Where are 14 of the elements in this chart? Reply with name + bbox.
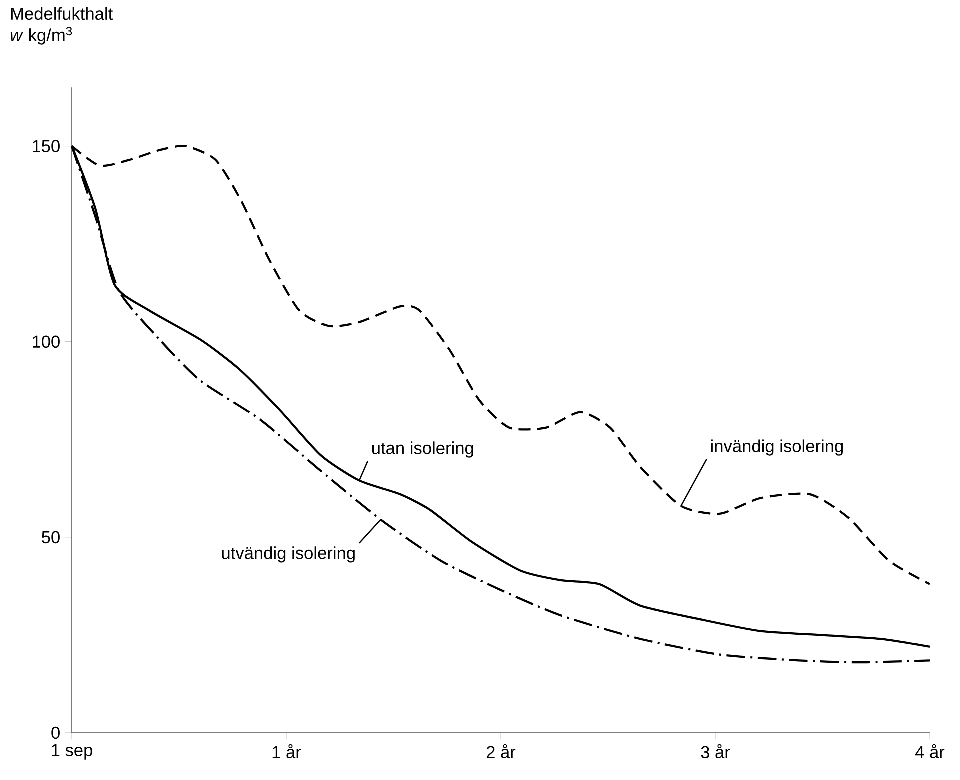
x-tick-label: 1 år — [272, 744, 302, 759]
annotation: utan isolering — [372, 442, 474, 458]
annotation: utvändig isolering — [222, 546, 355, 563]
x-tick-label: 2 år — [486, 744, 516, 759]
y-tick-label: 0 — [52, 726, 60, 740]
x-tick-label: 1 sep — [52, 744, 92, 760]
annotation: invändig isolering — [711, 440, 844, 456]
x-tick-label: 4 år — [915, 744, 945, 759]
y-tick-label: 100 — [33, 336, 60, 348]
y-axis-title: Medelfukthalt — [11, 7, 113, 20]
y-tick-label: 150 — [33, 140, 60, 152]
x-tick-label: 3 år — [701, 744, 730, 759]
text: w kg/m$^{3}$ — [10, 26, 72, 45]
y-tick-label: 50 — [42, 531, 60, 544]
